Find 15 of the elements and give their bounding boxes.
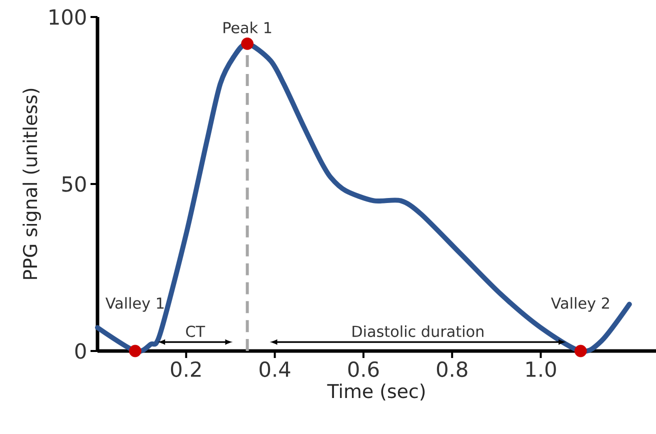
x-tick-label: 1.0 <box>526 361 556 378</box>
y-tick-label: 100 <box>50 9 86 25</box>
annotation: CT <box>186 326 206 338</box>
annotation: Valley 2 <box>550 297 609 312</box>
annotation: Peak 1 <box>224 22 272 34</box>
y-axis-title: PPG signal (unitless) <box>22 88 41 279</box>
x-tick-label: 0.2 <box>170 361 201 378</box>
x-tick-label: 0.8 <box>436 361 468 378</box>
y-tick-label: 0 <box>75 343 86 359</box>
y-tick-label: 50 <box>62 176 86 192</box>
x-tick-label: 0.4 <box>260 361 290 378</box>
x-axis-title: Time (sec) <box>327 384 425 400</box>
x-tick-label: 0.6 <box>348 361 379 378</box>
annotation: Diastolic duration <box>352 325 484 338</box>
annotation: Valley 1 <box>106 297 164 312</box>
